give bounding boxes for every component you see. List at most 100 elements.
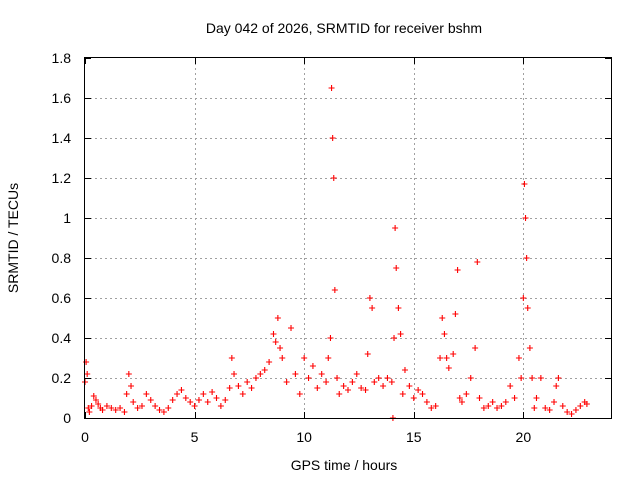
data-point bbox=[103, 403, 110, 409]
data-point bbox=[410, 395, 417, 401]
data-point bbox=[485, 403, 492, 409]
data-point bbox=[92, 397, 99, 403]
data-point bbox=[384, 375, 391, 381]
data-point bbox=[272, 339, 279, 345]
data-point bbox=[395, 305, 402, 311]
data-point bbox=[537, 375, 544, 381]
y-tick-label: 1.2 bbox=[52, 170, 72, 186]
y-tick-label: 1.8 bbox=[52, 50, 72, 66]
data-point bbox=[277, 345, 284, 351]
data-point bbox=[160, 409, 167, 415]
data-point bbox=[165, 405, 172, 411]
data-point bbox=[419, 391, 426, 397]
data-point bbox=[318, 371, 325, 377]
data-point bbox=[252, 375, 259, 381]
data-point bbox=[463, 391, 470, 397]
gridlines bbox=[85, 58, 611, 418]
data-point bbox=[125, 371, 132, 377]
data-point bbox=[292, 371, 299, 377]
data-point bbox=[392, 225, 399, 231]
data-point bbox=[564, 409, 571, 415]
data-point bbox=[331, 287, 338, 293]
data-point bbox=[393, 265, 400, 271]
data-point bbox=[90, 393, 97, 399]
data-point bbox=[325, 355, 332, 361]
data-point bbox=[423, 399, 430, 405]
data-point bbox=[123, 391, 130, 397]
data-point bbox=[454, 267, 461, 273]
data-point bbox=[366, 295, 373, 301]
data-point bbox=[399, 391, 406, 397]
data-point bbox=[174, 391, 181, 397]
data-point bbox=[191, 403, 198, 409]
data-point bbox=[443, 355, 450, 361]
data-point bbox=[551, 399, 558, 405]
data-point bbox=[546, 407, 553, 413]
data-point bbox=[441, 331, 448, 337]
data-point bbox=[489, 399, 496, 405]
axis-ticks: 0 5 10 15 20 0 0.2 0.4 0.6 0.8 1 1.2 1.4 1.6 1.8 bbox=[52, 50, 611, 445]
x-tick-label: 10 bbox=[296, 429, 312, 445]
data-point bbox=[391, 335, 398, 341]
data-point bbox=[502, 399, 509, 405]
data-point bbox=[231, 371, 238, 377]
data-point bbox=[340, 383, 347, 389]
data-point bbox=[187, 399, 194, 405]
data-point bbox=[555, 375, 562, 381]
data-point bbox=[228, 355, 235, 361]
data-point bbox=[239, 391, 246, 397]
data-point bbox=[200, 391, 207, 397]
data-point bbox=[226, 385, 233, 391]
data-point bbox=[156, 407, 163, 413]
data-point bbox=[518, 375, 525, 381]
data-point bbox=[452, 311, 459, 317]
data-point bbox=[371, 379, 378, 385]
data-point bbox=[467, 375, 474, 381]
data-point bbox=[323, 379, 330, 385]
data-point bbox=[529, 375, 536, 381]
data-point bbox=[526, 345, 533, 351]
data-point bbox=[559, 403, 566, 409]
data-point bbox=[248, 385, 255, 391]
data-point bbox=[428, 405, 435, 411]
data-point bbox=[301, 355, 308, 361]
data-point bbox=[235, 383, 242, 389]
data-point bbox=[511, 395, 518, 401]
data-point bbox=[474, 259, 481, 265]
y-axis-label: SRMTID / TECUs bbox=[5, 183, 21, 293]
data-point bbox=[415, 387, 422, 393]
y-tick-label: 0.4 bbox=[52, 330, 72, 346]
data-point bbox=[182, 395, 189, 401]
data-point bbox=[328, 85, 335, 91]
data-point bbox=[222, 397, 229, 403]
data-point bbox=[450, 351, 457, 357]
data-point bbox=[84, 371, 91, 377]
x-axis-label: GPS time / hours bbox=[291, 457, 398, 473]
data-point bbox=[86, 409, 93, 415]
y-tick-label: 0.6 bbox=[52, 290, 72, 306]
data-point bbox=[472, 345, 479, 351]
data-point bbox=[334, 375, 341, 381]
data-point bbox=[432, 403, 439, 409]
x-tick-label: 15 bbox=[406, 429, 422, 445]
data-point bbox=[439, 315, 446, 321]
x-tick-label: 5 bbox=[191, 429, 199, 445]
data-point bbox=[533, 395, 540, 401]
data-point bbox=[480, 405, 487, 411]
data-point bbox=[217, 403, 224, 409]
data-point bbox=[266, 359, 273, 365]
data-point bbox=[345, 387, 351, 393]
data-point bbox=[99, 407, 106, 413]
data-point bbox=[134, 405, 141, 411]
data-point bbox=[568, 411, 575, 417]
data-point bbox=[572, 407, 579, 413]
data-point bbox=[369, 305, 376, 311]
data-point bbox=[130, 399, 137, 405]
chart-title: Day 042 of 2026, SRMTID for receiver bsh… bbox=[206, 20, 482, 36]
data-point bbox=[458, 399, 465, 405]
data-point bbox=[577, 403, 584, 409]
data-point bbox=[358, 385, 365, 391]
data-point bbox=[112, 407, 119, 413]
data-point bbox=[274, 315, 281, 321]
data-point bbox=[169, 397, 176, 403]
